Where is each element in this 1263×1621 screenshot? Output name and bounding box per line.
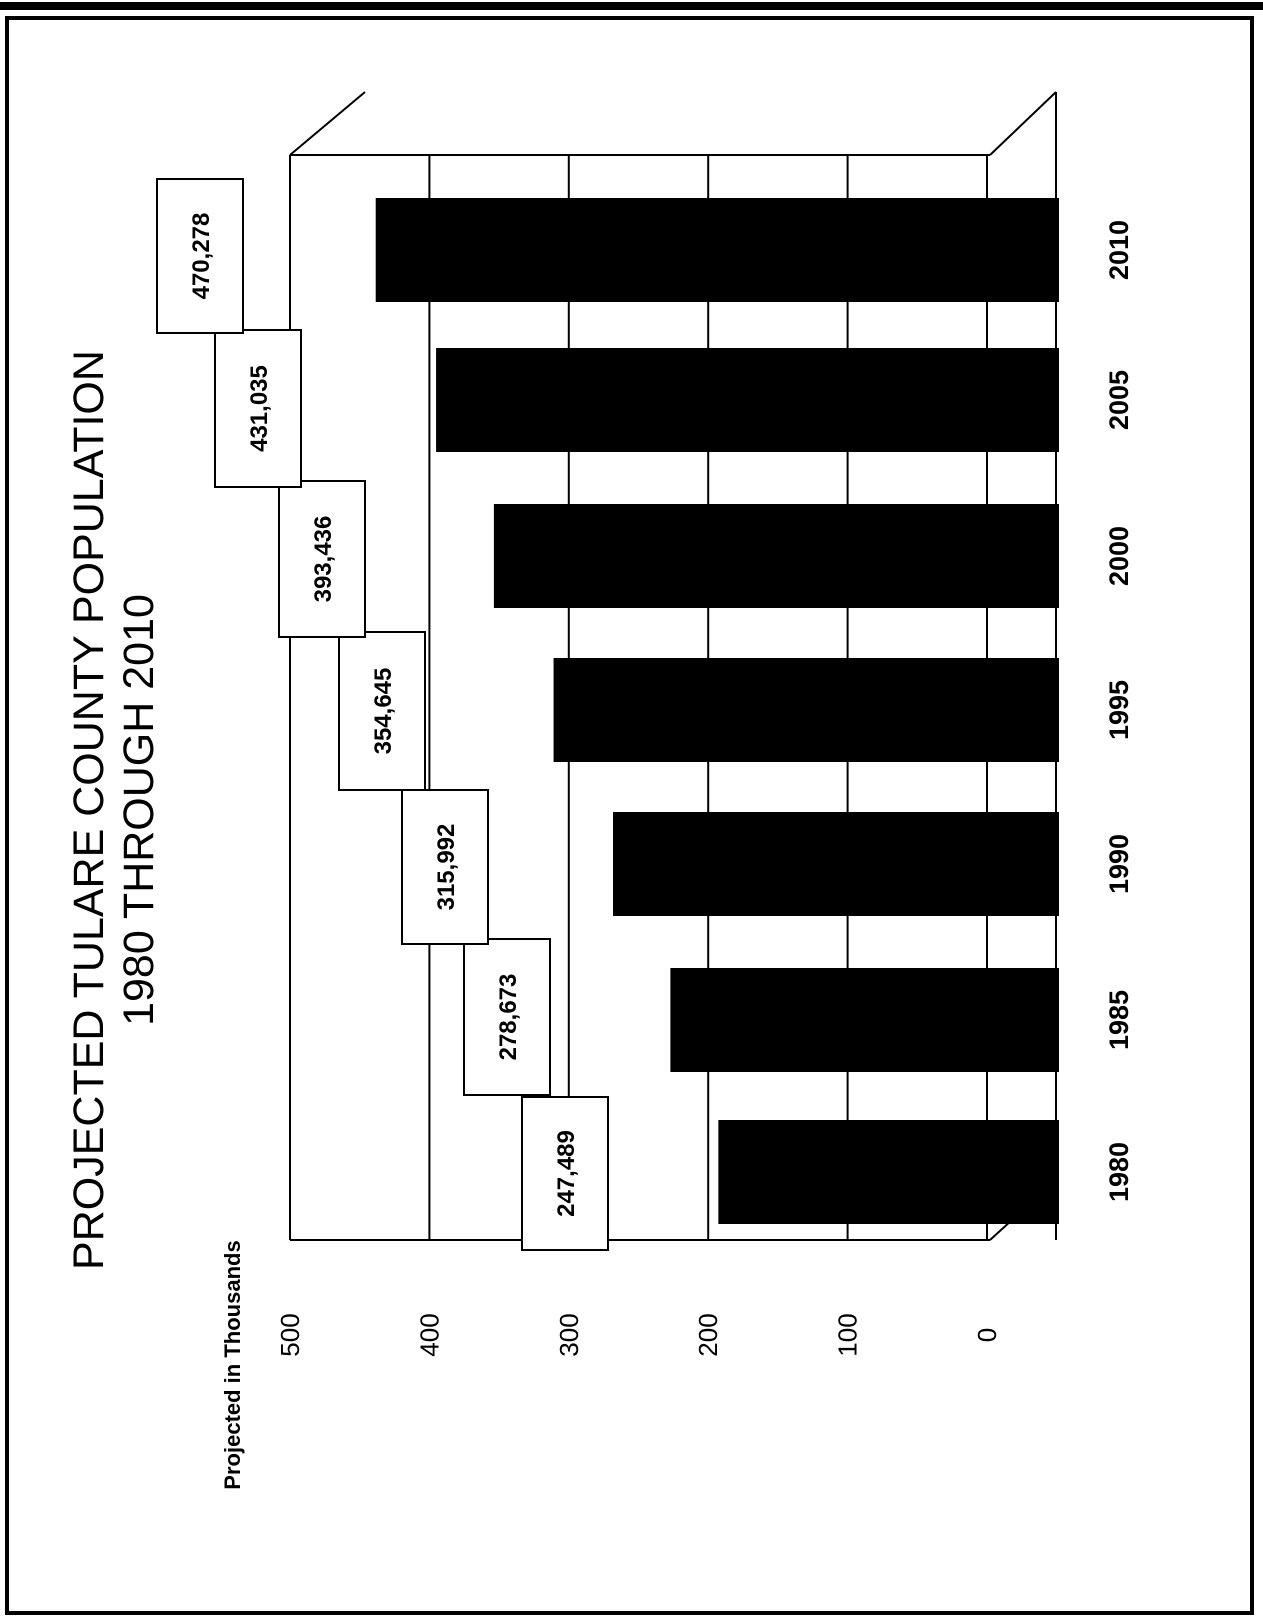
- bar-1995: [553, 658, 1059, 762]
- bar-2010: [375, 198, 1059, 302]
- tick-label: 500: [275, 1313, 305, 1356]
- bar-1985: [670, 968, 1059, 1072]
- data-label: 470,278: [188, 213, 215, 300]
- chart-subtitle: 1980 THROUGH 2010: [115, 594, 163, 1026]
- chart-title: PROJECTED TULARE COUNTY POPULATION: [65, 350, 113, 1270]
- category-label: 2010: [1104, 220, 1134, 280]
- category-label: 1985: [1104, 990, 1134, 1050]
- value-ticks: 0 100 200 300 400 500: [275, 1313, 1002, 1356]
- tick-label: 200: [693, 1313, 723, 1356]
- data-label-boxes: 247,489 278,673 315,992 354,645 393,436 431,0…: [156, 178, 609, 1251]
- data-label-box: [156, 178, 244, 334]
- data-label-box: [338, 631, 426, 791]
- category-label: 1980: [1104, 1142, 1134, 1202]
- tick-label: 400: [414, 1313, 444, 1356]
- page-border: [5, 16, 1254, 1615]
- data-label: 315,992: [433, 824, 460, 911]
- data-label-box: [214, 329, 302, 488]
- data-label-box: [521, 1096, 609, 1251]
- tick-label: 300: [554, 1313, 584, 1356]
- tick-label: 0: [972, 1328, 1002, 1342]
- bar-2000: [493, 504, 1059, 608]
- depth-line-top-right: [989, 91, 1057, 156]
- bars: [375, 198, 1060, 1224]
- category-label: 2000: [1104, 526, 1134, 586]
- data-label-box: [278, 480, 366, 638]
- data-label: 431,035: [246, 365, 273, 452]
- data-label: 247,489: [553, 1130, 580, 1217]
- value-axis-title: Projected in Thousands: [220, 1240, 245, 1489]
- data-label: 278,673: [495, 974, 522, 1061]
- data-label-box: [463, 938, 551, 1096]
- depth-line-top-left: [289, 91, 366, 156]
- category-label: 1995: [1104, 680, 1134, 740]
- category-label: 1990: [1104, 834, 1134, 894]
- bar-2005: [436, 348, 1059, 452]
- data-label: 354,645: [370, 668, 397, 755]
- tick-label: 100: [833, 1313, 863, 1356]
- data-label-box: [401, 789, 489, 945]
- bar-1980: [718, 1120, 1060, 1224]
- rotated-chart: 247,489 278,673 315,992 354,645 393,436 431,0…: [65, 91, 1134, 1490]
- bar-1990: [613, 812, 1060, 916]
- data-label: 393,436: [310, 516, 337, 603]
- category-label: 2005: [1104, 370, 1134, 430]
- category-labels: 1980 1985 1990 1995 2000 2005 2010: [1104, 220, 1134, 1202]
